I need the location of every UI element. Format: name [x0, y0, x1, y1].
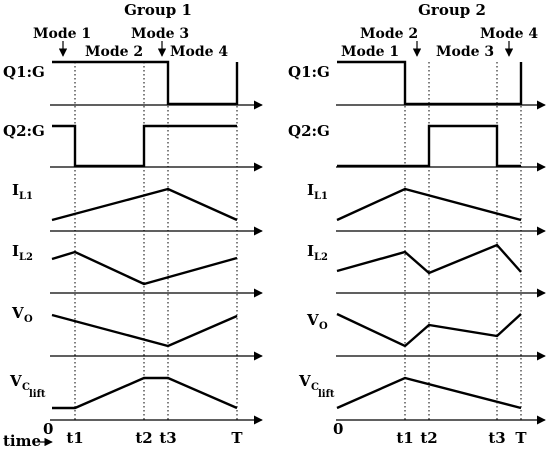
group-2-q2-waveform [337, 124, 521, 168]
group-2-q1-waveform [337, 60, 523, 106]
group-1-vo-label: V O [11, 304, 33, 325]
svg-text:time: time [3, 432, 41, 450]
group-1-vclift-waveform [52, 376, 238, 410]
group-1-mode-1-label: Mode 1 [33, 26, 91, 42]
svg-text:V: V [306, 311, 319, 329]
group-1-t1-label: t1 [66, 429, 83, 447]
group-1: Group 1 Mode 1 Mode 2 Mode 3 Mode 4 Q1:G… [3, 1, 263, 450]
group-2-vclift-label: V C lift [298, 372, 335, 400]
svg-text:I: I [12, 181, 19, 199]
svg-text:O: O [24, 314, 33, 325]
group-1-il1-label: I L1 [12, 181, 33, 202]
group-1-vclift-label: V C lift [9, 372, 46, 400]
svg-text:C: C [311, 382, 319, 393]
group-2-vclift-waveform [336, 376, 522, 410]
svg-text:L1: L1 [19, 191, 33, 202]
group-2-il2-waveform [336, 243, 522, 275]
group-2-q1-label: Q1:G [288, 63, 330, 81]
group-1-t3-label: t3 [159, 429, 176, 447]
svg-text:V: V [298, 372, 311, 390]
group-1-q1-waveform [52, 60, 239, 106]
svg-text:V: V [11, 304, 24, 322]
group-2-T-label: T [515, 429, 527, 447]
group-2-t2-label: t2 [420, 429, 437, 447]
group-1-origin-label: 0 [43, 420, 53, 438]
svg-text:lift: lift [318, 389, 335, 400]
group-1-time-label: time [3, 432, 53, 450]
group-1-mode-3-label: Mode 3 [131, 26, 189, 42]
group-2-il2-label: I L2 [307, 242, 328, 263]
svg-text:L2: L2 [19, 252, 33, 263]
group-2-origin-label: 0 [333, 420, 343, 438]
svg-text:I: I [12, 242, 19, 260]
group-1-T-label: T [231, 429, 243, 447]
group-2-q2-label: Q2:G [288, 122, 330, 140]
svg-text:C: C [22, 382, 30, 393]
group-1-title: Group 1 [124, 1, 192, 19]
svg-text:I: I [307, 181, 314, 199]
group-2-mode-4-label: Mode 4 [480, 26, 538, 42]
svg-text:L2: L2 [314, 252, 328, 263]
group-1-t2-label: t2 [135, 429, 152, 447]
group-1-il1-waveform [51, 187, 238, 222]
svg-text:V: V [9, 372, 22, 390]
group-2: Group 2 Mode 2 Mode 1 Mode 3 Mode 4 Q1:G… [288, 1, 546, 447]
svg-text:O: O [319, 321, 328, 332]
group-2-il1-label: I L1 [307, 181, 328, 202]
group-2-mode-3-label: Mode 3 [436, 44, 494, 60]
svg-text:lift: lift [29, 389, 46, 400]
group-1-q1-label: Q1:G [3, 63, 45, 81]
group-2-il1-waveform [336, 187, 522, 222]
group-2-t3-label: t3 [488, 429, 505, 447]
group-2-vo-label: V O [306, 311, 328, 332]
group-2-mode-1-label: Mode 1 [341, 44, 399, 60]
group-2-t1-label: t1 [396, 429, 413, 447]
group-1-q2-waveform [52, 124, 237, 168]
group-2-title: Group 2 [418, 1, 486, 19]
group-2-vo-waveform [336, 312, 522, 348]
group-1-mode-4-label: Mode 4 [170, 44, 228, 60]
group-1-vo-waveform [51, 313, 238, 348]
group-1-q2-label: Q2:G [3, 122, 45, 140]
group-2-mode-2-label: Mode 2 [360, 26, 418, 42]
svg-text:L1: L1 [314, 191, 328, 202]
svg-text:I: I [307, 242, 314, 260]
group-1-il2-waveform [51, 250, 238, 286]
group-1-il2-label: I L2 [12, 242, 33, 263]
group-1-mode-2-label: Mode 2 [85, 44, 143, 60]
